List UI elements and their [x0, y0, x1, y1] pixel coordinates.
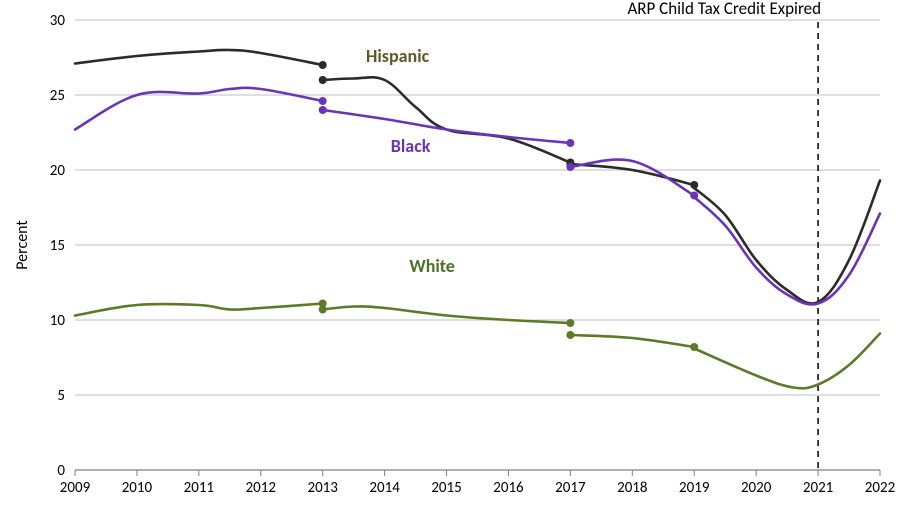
x-tick-label: 2021	[803, 479, 833, 497]
series-marker-black	[566, 139, 574, 147]
y-axis-title: Percent	[13, 220, 32, 270]
series-marker-white	[319, 306, 327, 314]
x-tick-label: 2020	[741, 479, 772, 497]
y-tick-label: 5	[57, 387, 65, 405]
series-line-hispanic	[323, 77, 571, 162]
chart-container: 2009201020112012201320142015201620172018…	[0, 0, 898, 505]
series-line-black	[323, 110, 571, 143]
x-tick-label: 2012	[246, 479, 276, 497]
x-tick-label: 2017	[555, 479, 586, 497]
series-marker-black	[319, 97, 327, 105]
series-line-black	[75, 88, 323, 130]
x-tick-label: 2011	[184, 479, 214, 497]
series-line-white	[694, 334, 880, 389]
reference-line-label: ARP Child Tax Credit Expired	[627, 0, 821, 19]
series-line-hispanic	[694, 181, 880, 304]
series-marker-white	[566, 331, 574, 339]
series-line-white	[570, 335, 694, 347]
series-marker-hispanic	[319, 61, 327, 69]
line-chart: 2009201020112012201320142015201620172018…	[0, 0, 898, 505]
x-tick-label: 2010	[122, 479, 153, 497]
y-tick-label: 10	[50, 312, 66, 330]
y-tick-label: 25	[50, 87, 65, 105]
y-tick-label: 0	[57, 462, 65, 480]
x-tick-label: 2018	[617, 479, 647, 497]
y-tick-label: 15	[50, 237, 65, 255]
series-label-hispanic: Hispanic	[366, 45, 430, 67]
series-line-hispanic	[75, 50, 323, 65]
series-line-white	[323, 306, 571, 323]
series-marker-black	[566, 163, 574, 171]
x-tick-label: 2019	[679, 479, 710, 497]
x-tick-label: 2016	[493, 479, 524, 497]
x-tick-label: 2022	[865, 479, 895, 497]
series-marker-black	[319, 106, 327, 114]
series-line-white	[75, 304, 323, 316]
x-tick-label: 2015	[431, 479, 461, 497]
series-marker-hispanic	[319, 76, 327, 84]
x-tick-label: 2013	[307, 479, 338, 497]
y-tick-label: 30	[50, 12, 66, 30]
y-tick-label: 20	[50, 162, 66, 180]
series-label-white: White	[409, 255, 454, 277]
x-tick-label: 2014	[369, 479, 400, 497]
series-marker-white	[566, 319, 574, 327]
series-label-black: Black	[391, 135, 431, 157]
x-tick-label: 2009	[60, 479, 91, 497]
